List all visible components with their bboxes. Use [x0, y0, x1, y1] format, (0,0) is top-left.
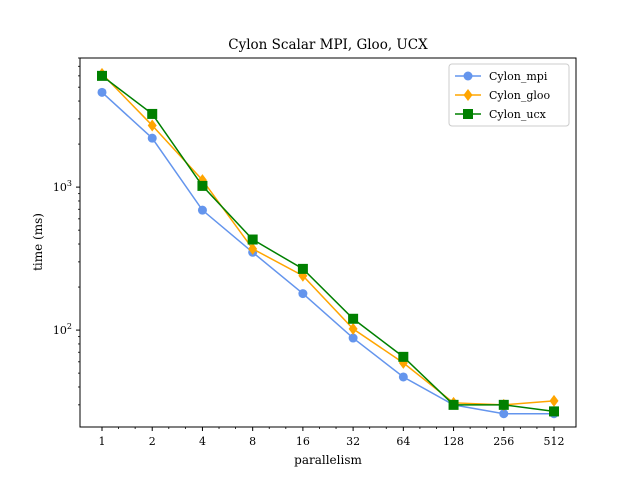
- x-tick-label: 64: [396, 435, 410, 448]
- plot-area: [97, 67, 559, 419]
- series-line: [101, 73, 555, 406]
- series-point: [348, 313, 359, 324]
- y-tick-label: 102: [53, 322, 72, 337]
- x-tick-label: 256: [493, 435, 514, 448]
- series-point: [197, 205, 207, 215]
- x-tick-label: 32: [346, 435, 360, 448]
- series-point: [248, 242, 258, 255]
- series-point: [463, 71, 473, 81]
- series-point: [147, 133, 157, 143]
- y-tick-label: 103: [53, 179, 72, 194]
- series-point: [297, 263, 308, 274]
- legend: Cylon_mpi Cylon_gloo Cylon_ucx: [448, 63, 570, 127]
- x-tick-label: 512: [544, 435, 565, 448]
- series-point: [97, 70, 107, 81]
- x-tick-label: 4: [199, 435, 206, 448]
- y-axis-label: time (ms): [31, 213, 45, 271]
- series-point: [463, 109, 473, 119]
- series-point: [498, 399, 509, 410]
- series-point: [97, 87, 107, 97]
- series-Cylon_mpi: [97, 87, 559, 419]
- x-tick-label: 1: [99, 435, 106, 448]
- series-point: [398, 351, 409, 362]
- y-axis-ticks: 102 103: [53, 57, 80, 406]
- series-point: [463, 89, 473, 101]
- x-axis-label: parallelism: [294, 453, 362, 467]
- series-point: [147, 119, 157, 132]
- series-point: [348, 333, 358, 343]
- legend-label: Cylon_mpi: [489, 70, 548, 83]
- series-point: [147, 108, 158, 119]
- series-line: [101, 75, 555, 413]
- legend-box: [448, 63, 570, 127]
- x-tick-label: 8: [249, 435, 256, 448]
- series-point: [398, 372, 408, 382]
- series-point: [298, 289, 308, 299]
- chart-title: Cylon Scalar MPI, Gloo, UCX: [228, 37, 428, 53]
- series-point: [549, 394, 559, 407]
- series-Cylon_ucx: [97, 70, 559, 417]
- legend-label: Cylon_gloo: [489, 89, 551, 102]
- series-point: [448, 399, 459, 410]
- series-point: [197, 180, 208, 191]
- series-point: [348, 322, 358, 335]
- x-axis-ticks: 1 2 4 8 16 32 64 128 256 512: [99, 427, 565, 448]
- legend-label: Cylon_ucx: [489, 108, 547, 121]
- series-line: [101, 91, 554, 415]
- x-tick-label: 16: [296, 435, 310, 448]
- x-tick-label: 128: [443, 435, 464, 448]
- series-point: [499, 409, 509, 419]
- series-point: [247, 234, 258, 245]
- series-point: [549, 406, 559, 417]
- axes-frame: [79, 57, 577, 428]
- x-tick-label: 2: [149, 435, 156, 448]
